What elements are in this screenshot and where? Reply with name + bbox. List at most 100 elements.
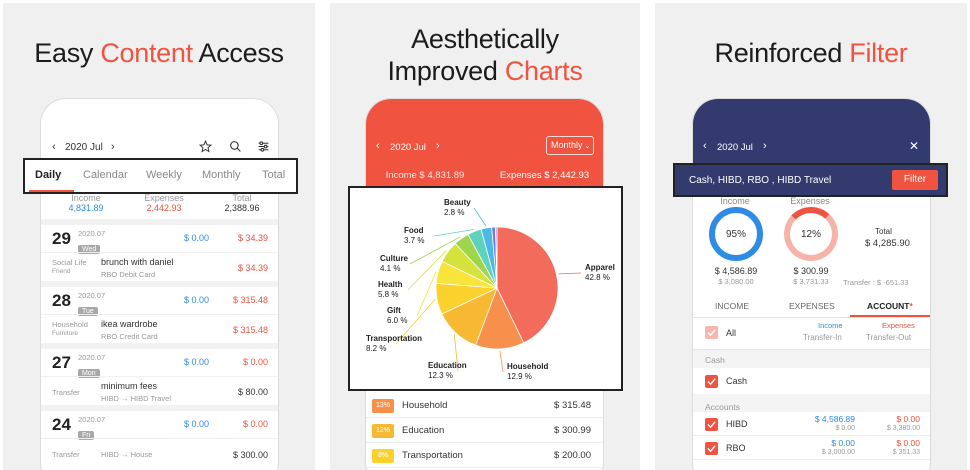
- entry-category: Household: [52, 320, 88, 329]
- weekday-badge: Tue: [78, 307, 98, 316]
- entry-subcategory: Furniture: [52, 330, 79, 337]
- headline: Reinforced Filter: [714, 38, 908, 68]
- day-expense: $ 315.48: [232, 295, 268, 305]
- tab-weekly[interactable]: Weekly: [146, 169, 182, 181]
- entry-account: RBO Credit Card: [101, 332, 158, 341]
- income-tab[interactable]: Income $ 4,831.89: [385, 170, 465, 181]
- next-month-icon[interactable]: ›: [763, 140, 767, 152]
- all-row[interactable]: All Income Transfer-In Expenses Transfer…: [693, 318, 930, 350]
- day-card[interactable]: 29 2020.07 Wed $ 0.00 $ 34.39 Social Life Frie…: [41, 219, 278, 281]
- day-month: 2020.07: [78, 415, 106, 424]
- headline: Easy Content Access: [34, 38, 284, 68]
- tab-total[interactable]: Total: [262, 169, 286, 181]
- entry-amount: $ 300.00: [232, 450, 268, 460]
- pie-chart-popout: Apparel 42.8 % Household 12.9 % Education 12.…: [348, 186, 623, 391]
- chevron-down-icon: ⌄: [584, 143, 591, 150]
- star-icon[interactable]: [199, 140, 212, 153]
- category-amount: $ 200.00: [554, 450, 591, 461]
- period-select[interactable]: Monthly ⌄: [546, 136, 594, 155]
- entry-category: Social Life: [52, 258, 87, 267]
- leader-line: [433, 229, 474, 237]
- all-checkbox[interactable]: [705, 326, 718, 339]
- day-card[interactable]: 27 2020.07 Mon $ 0.00 $ 0.00 Transfer minimum …: [41, 343, 278, 405]
- cash-row[interactable]: Cash: [693, 368, 930, 394]
- entry-description: ikea wardrobe: [101, 319, 158, 329]
- day-income: $ 0.00: [184, 419, 210, 429]
- summary-row: Income 4,831.89 Expenses 2,442.93 Total …: [68, 193, 260, 213]
- account-checkbox[interactable]: [705, 418, 718, 431]
- red-header: ‹ 2020 Jul › Monthly ⌄ Income $ 4,831.89 …: [366, 99, 603, 189]
- slice-value: 3.7 %: [404, 236, 424, 245]
- prev-month-icon[interactable]: ‹: [376, 140, 380, 152]
- filter-button[interactable]: Filter: [892, 170, 938, 190]
- day-card[interactable]: 24 2020.07 Fri $ 0.00 $ 0.00 Transfer HIBD → H…: [41, 405, 278, 467]
- expenses-percent: 12%: [800, 229, 821, 240]
- search-icon[interactable]: [229, 140, 242, 153]
- leader-line: [395, 299, 436, 345]
- account-row[interactable]: RBO $ 0.00 $ 3,000.00 $ 0.00 $ 351.33: [693, 436, 930, 460]
- slice-label: Health: [378, 280, 403, 289]
- day-number: 29: [52, 229, 71, 248]
- prev-month-icon[interactable]: ‹: [703, 140, 707, 152]
- slice-label: Culture: [380, 254, 409, 263]
- entry-amount: $ 34.39: [237, 263, 268, 273]
- tab-calendar[interactable]: Calendar: [83, 169, 128, 181]
- day-expense: $ 0.00: [242, 357, 268, 367]
- leader-line: [453, 334, 459, 372]
- weekday-badge: Fri: [78, 431, 95, 440]
- filter-summary: Cash, HIBD, RBO , HIBD Travel: [689, 175, 832, 186]
- day-month: 2020.07: [78, 229, 106, 238]
- slice-label: Apparel: [585, 263, 615, 272]
- pie-slice-other-10[interactable]: [495, 226, 498, 289]
- percent-badge: 8%: [372, 449, 394, 463]
- phone-frame: ‹ 2020 Jul › ✕ Income Expenses 95% 12% $…: [692, 98, 931, 470]
- panel-content-access: Easy Content Access ‹ 2020 Jul › Income …: [3, 3, 315, 470]
- tab-expenses[interactable]: EXPENSES: [789, 301, 835, 311]
- income-percent: 95%: [725, 229, 746, 240]
- tab-monthly[interactable]: Monthly: [202, 169, 241, 181]
- account-row[interactable]: HIBD $ 4,586.89 $ 0.00 $ 0.00 $ 3,380.00: [693, 412, 930, 436]
- prev-month-icon[interactable]: ‹: [52, 141, 56, 153]
- slice-value: 5.8 %: [378, 290, 398, 299]
- pie-slice-apparel[interactable]: [496, 226, 559, 344]
- entry-category: Transfer: [52, 388, 80, 397]
- percent-badge: 12%: [372, 424, 394, 438]
- slice-value: 2.8 %: [444, 208, 464, 217]
- day-income: $ 0.00: [184, 295, 210, 305]
- account-checkbox[interactable]: [705, 442, 718, 455]
- month-nav: ‹ 2020 Jul ›: [41, 139, 278, 159]
- income-ring: [709, 207, 763, 261]
- leader-line: [409, 236, 461, 265]
- slice-label: Transportation: [366, 334, 422, 343]
- period-tab-bar: Daily Calendar Weekly Monthly Total: [23, 158, 298, 194]
- percent-badge: 13%: [372, 399, 394, 413]
- slice-label: Beauty: [444, 198, 471, 207]
- section-accounts: Accounts: [705, 402, 740, 412]
- next-month-icon[interactable]: ›: [111, 141, 115, 153]
- weekday-badge: Wed: [78, 245, 101, 254]
- cash-checkbox[interactable]: [705, 375, 718, 388]
- next-month-icon[interactable]: ›: [436, 140, 440, 152]
- category-row[interactable]: 12% Education $ 300.99: [366, 419, 603, 443]
- entry-category: Transfer: [52, 450, 80, 459]
- close-icon[interactable]: ✕: [909, 139, 920, 153]
- slice-value: 4.1 %: [380, 264, 400, 273]
- panel-filter: Reinforced Filter ‹ 2020 Jul › ✕ Income …: [655, 3, 967, 470]
- slice-label: Education: [428, 361, 467, 370]
- tab-account[interactable]: ACCOUNT*: [867, 301, 913, 311]
- category-row[interactable]: 8% Transportation $ 200.00: [366, 444, 603, 468]
- filter-sliders-icon[interactable]: [257, 140, 270, 153]
- phone-frame: ‹ 2020 Jul › Income 4,831.89 Expenses 2,…: [40, 98, 279, 470]
- slice-label: Household: [507, 362, 548, 371]
- account-name: HIBD: [726, 419, 748, 429]
- category-row[interactable]: 13% Household $ 315.48: [366, 394, 603, 418]
- category-name: Household: [402, 400, 448, 411]
- tab-daily[interactable]: Daily: [35, 169, 62, 181]
- day-expense: $ 34.39: [237, 233, 268, 243]
- day-card[interactable]: 28 2020.07 Tue $ 0.00 $ 315.48 Household Furni…: [41, 281, 278, 343]
- day-month: 2020.07: [78, 291, 106, 300]
- slice-value: 8.2 %: [366, 344, 386, 353]
- active-filter-bar: Cash, HIBD, RBO , HIBD Travel Filter: [673, 163, 948, 197]
- tab-income[interactable]: INCOME: [715, 301, 749, 311]
